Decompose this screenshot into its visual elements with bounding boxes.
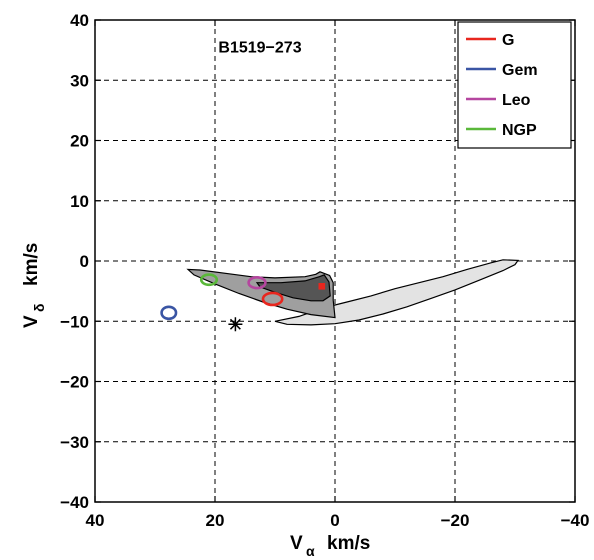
contour-layer bbox=[186, 259, 520, 326]
marker-asterisk bbox=[228, 317, 243, 332]
y-axis-label: V δ km/s bbox=[21, 243, 47, 328]
y-tick-label: 40 bbox=[70, 11, 89, 30]
legend-box bbox=[457, 21, 572, 149]
x-axis-label-sub: α bbox=[306, 543, 315, 559]
x-axis-label-unit: km/s bbox=[327, 533, 370, 554]
marker-square bbox=[318, 283, 326, 290]
y-tick-label: 30 bbox=[70, 71, 89, 90]
marker-leo bbox=[247, 275, 267, 290]
y-tick-label: 20 bbox=[70, 132, 89, 151]
y-tick-label: −10 bbox=[60, 312, 89, 331]
tick-labels: 40 20 0 −20 −40 −40 −30 −20 −10 0 10 20 30 40 bbox=[60, 11, 589, 530]
marker-gem bbox=[160, 305, 178, 321]
contour-outer bbox=[274, 259, 520, 326]
marker-ngp bbox=[199, 273, 219, 287]
x-tick-label: −40 bbox=[561, 511, 590, 530]
x-tick-label: 40 bbox=[86, 511, 105, 530]
legend-label-leo: Leo bbox=[502, 92, 531, 109]
x-tick-label: −20 bbox=[441, 511, 470, 530]
legend-label-gem: Gem bbox=[502, 62, 538, 79]
legend-label-g: G bbox=[502, 32, 514, 49]
y-tick-label: −40 bbox=[60, 493, 89, 512]
axis-ticks bbox=[94, 19, 576, 503]
chart-annotation: B1519−273 bbox=[218, 40, 301, 57]
y-axis-label-unit: km/s bbox=[21, 243, 42, 286]
x-axis-label-main: V bbox=[290, 533, 303, 554]
x-axis-label: V α km/s bbox=[290, 533, 370, 559]
marker-layer bbox=[160, 273, 326, 332]
y-axis-label-sub: δ bbox=[31, 304, 47, 313]
y-tick-label: −20 bbox=[60, 373, 89, 392]
legend-label-ngp: NGP bbox=[502, 122, 537, 139]
marker-g bbox=[261, 291, 284, 307]
y-axis-label-main: V bbox=[21, 315, 42, 328]
x-tick-label: 20 bbox=[206, 511, 225, 530]
y-tick-label: −30 bbox=[60, 433, 89, 452]
legend: G Gem Leo NGP bbox=[457, 21, 572, 149]
y-tick-label: 0 bbox=[80, 252, 89, 271]
x-tick-label: 0 bbox=[330, 511, 339, 530]
contour-inner bbox=[255, 274, 331, 302]
y-tick-label: 10 bbox=[70, 192, 89, 211]
